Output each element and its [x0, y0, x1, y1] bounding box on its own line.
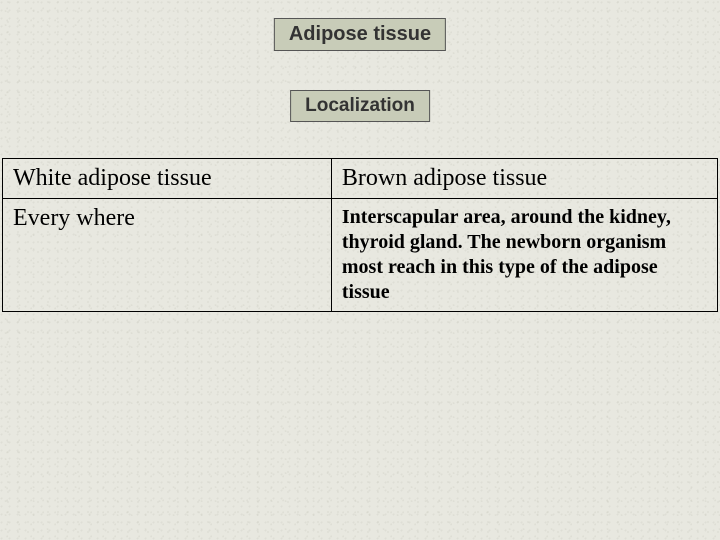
header-left: White adipose tissue [3, 159, 332, 199]
sub-title: Localization [290, 90, 430, 122]
comparison-table: White adipose tissue Brown adipose tissu… [2, 158, 718, 312]
table-header-row: White adipose tissue Brown adipose tissu… [3, 159, 718, 199]
header-right: Brown adipose tissue [331, 159, 717, 199]
main-title: Adipose tissue [274, 18, 446, 51]
body-right: Interscapular area, around the kidney, t… [331, 199, 717, 312]
table-body-row: Every where Interscapular area, around t… [3, 199, 718, 312]
body-left: Every where [3, 199, 332, 312]
